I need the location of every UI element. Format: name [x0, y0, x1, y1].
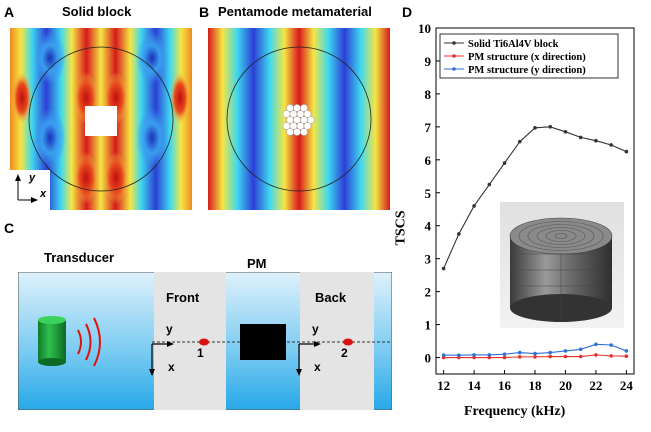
measurement-point-1	[199, 338, 209, 346]
legend-box	[439, 33, 619, 79]
measurement-point-2	[343, 338, 353, 346]
series-2-point	[563, 349, 568, 353]
y-tick-label: 6	[425, 153, 432, 168]
x-tick-label: 22	[589, 378, 602, 393]
series-2-point	[487, 353, 492, 357]
x-tick-label: 16	[498, 378, 512, 393]
x-tick-label: 12	[437, 378, 450, 393]
panel-c-letter: C	[4, 220, 15, 236]
legend-marker-0	[452, 41, 456, 45]
legend-label-1: PM structure (x direction)	[468, 52, 586, 63]
x-tick-label: 20	[559, 378, 572, 393]
back-plate	[300, 272, 374, 410]
series-0-point	[472, 204, 476, 208]
panel-a-axis-x: x	[40, 188, 47, 200]
legend-label-0: Solid Ti6Al4V block	[468, 39, 559, 50]
y-tick-label: 9	[425, 54, 432, 69]
series-1-point	[517, 355, 522, 359]
back-label: Back	[315, 290, 347, 305]
point-2-label: 2	[341, 346, 348, 360]
series-0-point	[548, 125, 553, 129]
chart-legend: Solid Ti6Al4V block PM structure (x direc…	[439, 33, 619, 79]
legend-marker-1	[452, 54, 456, 58]
series-1-point	[487, 355, 492, 360]
panel-a-axis-y: y	[29, 172, 36, 184]
transducer-icon	[38, 316, 66, 366]
panel-a-title: Solid block	[62, 4, 132, 19]
chart-x-axis-label: Frequency (kHz)	[464, 404, 566, 419]
series-2-point	[594, 342, 598, 347]
back-axis-y: y	[312, 322, 319, 336]
legend-label-2: PM structure (y direction)	[468, 65, 586, 76]
series-0-point	[624, 149, 629, 154]
series-1-point	[502, 355, 507, 360]
series-2-point	[457, 353, 461, 358]
y-tick-label: 10	[418, 21, 431, 36]
series-0-point	[609, 143, 613, 147]
y-tick-label: 4	[425, 219, 432, 234]
y-tick-label: 7	[425, 120, 432, 135]
pm-sample	[240, 324, 286, 360]
front-axis-x: x	[168, 360, 175, 374]
back-axis-x: x	[314, 360, 321, 374]
series-0-point	[594, 138, 598, 143]
series-2-point	[624, 349, 629, 353]
front-plate	[154, 272, 226, 410]
panel-d-letter: D	[402, 4, 413, 20]
experiment-schematic	[18, 272, 392, 410]
wave-arcs-icon	[77, 317, 101, 367]
transducer-label: Transducer	[44, 250, 115, 265]
series-0-point	[533, 126, 537, 130]
y-tick-label: 8	[425, 87, 432, 102]
series-0-point	[487, 182, 492, 187]
series-2-point	[548, 350, 553, 355]
pm-structure-photo	[500, 202, 624, 328]
series-0-point	[441, 266, 446, 271]
series-1-point	[624, 354, 629, 359]
x-tick-label: 14	[468, 378, 482, 393]
chart-y-axis-label: TSCS	[393, 210, 409, 246]
series-1-point	[563, 354, 568, 359]
series-1-point	[472, 355, 476, 360]
series-0-point	[563, 130, 568, 134]
series-0-point	[578, 135, 583, 140]
series-1-point	[594, 353, 598, 357]
panel-b-letter: B	[199, 4, 210, 20]
x-tick-label: 18	[529, 378, 543, 393]
series-2-point	[578, 347, 583, 352]
series-1-point	[533, 355, 537, 359]
pm-label: PM	[247, 256, 267, 271]
y-tick-label: 2	[425, 285, 432, 300]
series-2-point	[502, 352, 507, 357]
series-0-point	[502, 161, 507, 165]
y-tick-label: 0	[425, 351, 432, 366]
series-1-point	[548, 354, 553, 359]
series-0-point	[517, 139, 522, 144]
x-tick-label: 24	[620, 378, 634, 393]
point-1-label: 1	[197, 346, 204, 360]
front-axis-y: y	[166, 322, 173, 336]
series-1-point	[609, 354, 613, 358]
panel-b-title: Pentamode metamaterial	[218, 4, 372, 19]
series-2-point	[533, 351, 537, 356]
series-0-point	[457, 232, 461, 236]
pentamode-field-map	[208, 28, 390, 210]
series-2-point	[441, 353, 446, 358]
y-tick-label: 5	[425, 186, 432, 201]
series-2-point	[609, 343, 613, 347]
legend-marker-2	[452, 67, 456, 71]
pentamode-lattice	[282, 104, 315, 136]
series-2-point	[472, 353, 476, 357]
series-1-point	[578, 354, 583, 359]
series-2-point	[517, 350, 522, 355]
panel-a-letter: A	[4, 4, 15, 20]
solid-block-scatterer	[85, 106, 117, 136]
y-tick-label: 3	[425, 252, 432, 267]
front-label: Front	[166, 290, 200, 305]
y-tick-label: 1	[425, 318, 432, 333]
solid-block-field-map	[10, 28, 192, 210]
